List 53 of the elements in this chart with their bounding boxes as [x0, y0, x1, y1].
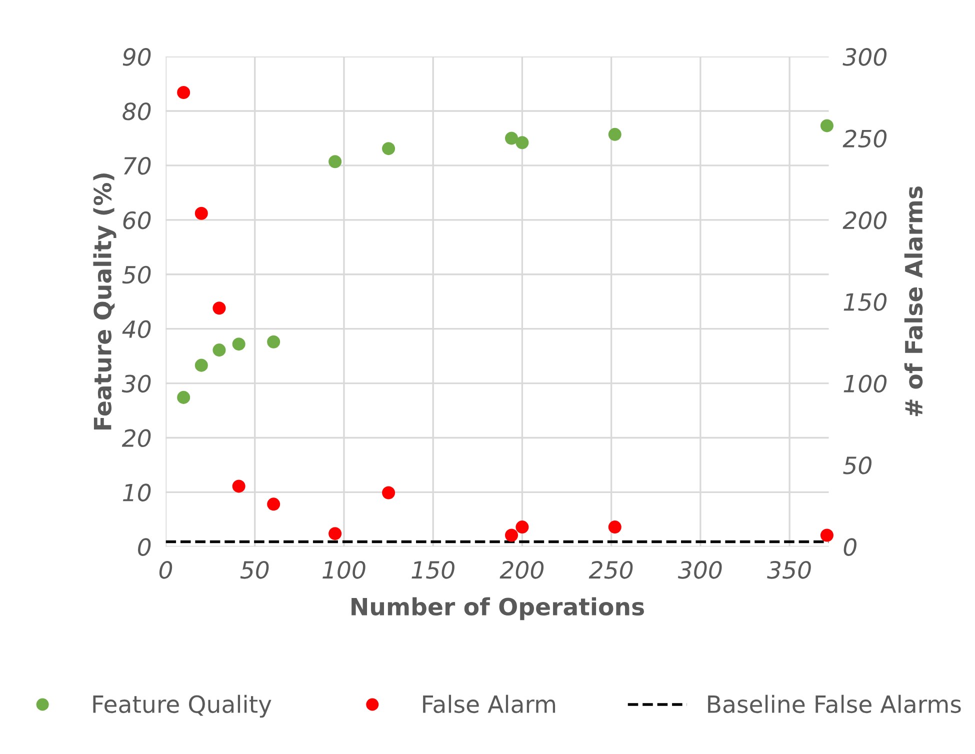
point [608, 520, 622, 534]
y2-tick-label: 50 [843, 456, 872, 474]
point [177, 390, 190, 404]
point [267, 498, 280, 511]
y-tick-label: 30 [122, 374, 151, 393]
point [232, 480, 246, 493]
y2-tick-label: 200 [842, 211, 887, 230]
y2-tick-label: 150 [844, 293, 887, 311]
point [820, 119, 834, 132]
legend-label: False Alarm [423, 694, 556, 714]
point [382, 142, 396, 156]
x-tick-label: 350 [767, 560, 811, 579]
point [516, 520, 529, 534]
legend-label: Feature Quality [93, 694, 272, 718]
x-tick-label: 250 [588, 560, 633, 579]
point [328, 155, 342, 168]
point [232, 338, 246, 351]
y-axis-title: Feature Quality (%) [93, 174, 116, 430]
y2-tick-label: 250 [842, 130, 887, 148]
y-tick-label: 10 [122, 484, 151, 502]
point [177, 86, 190, 99]
y-tick-label: 0 [138, 538, 151, 556]
point [328, 527, 342, 540]
point [267, 335, 280, 348]
point [212, 344, 226, 357]
point [382, 486, 396, 500]
y2-tick-label: 0 [844, 538, 856, 556]
x-tick-label: 50 [240, 560, 269, 579]
y-tick-label: 90 [122, 48, 151, 66]
x-tick-label: 100 [322, 560, 366, 579]
point [820, 528, 834, 542]
point [212, 302, 226, 315]
point [194, 358, 208, 372]
x-tick-label: 300 [678, 560, 722, 579]
point [608, 128, 622, 141]
x-tick-label: 150 [412, 560, 454, 579]
y2-tick-label: 300 [842, 48, 887, 66]
y-tick-label: 50 [122, 266, 151, 284]
x-axis-title: Number of Operations [352, 597, 644, 620]
y2-axis-title: # of False Alarms [904, 186, 923, 416]
y-tick-label: 80 [122, 102, 151, 120]
x-tick-label: 200 [500, 560, 544, 579]
point [505, 528, 518, 542]
point [194, 206, 208, 220]
legend-label: Baseline False Alarms [708, 694, 961, 714]
y-tick-label: 40 [122, 320, 151, 338]
y-tick-label: 60 [123, 211, 151, 230]
point [516, 136, 529, 150]
x-tick-label: 0 [159, 560, 172, 579]
y2-tick-label: 100 [844, 374, 887, 393]
y-tick-label: 20 [122, 429, 151, 448]
point [505, 132, 518, 145]
y-tick-label: 70 [124, 156, 151, 175]
